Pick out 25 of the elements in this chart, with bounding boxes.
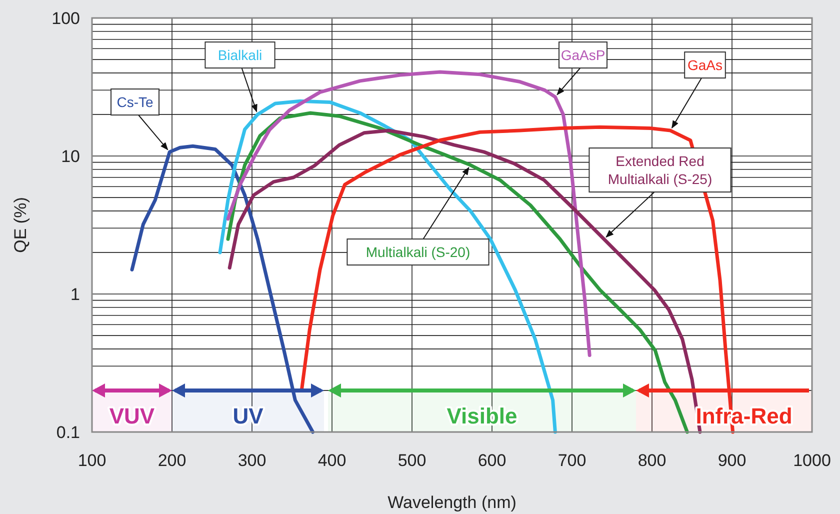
x-tick-label: 900 bbox=[718, 451, 746, 470]
y-tick-label: 0.1 bbox=[56, 423, 80, 442]
line-series bbox=[218, 99, 557, 434]
text: GaAsP bbox=[560, 47, 606, 63]
x-tick-label: 1000 bbox=[793, 451, 831, 470]
x-tick-label: 400 bbox=[318, 451, 346, 470]
text: Cs-Te bbox=[116, 94, 154, 110]
x-tick-label: 600 bbox=[478, 451, 506, 470]
x-tick-label: 500 bbox=[398, 451, 426, 470]
text: GaAs bbox=[687, 57, 723, 73]
x-axis-title: Wavelength (nm) bbox=[388, 493, 516, 512]
y-tick-label: 100 bbox=[52, 9, 80, 28]
band-label: VUV bbox=[109, 403, 155, 428]
x-tick-label: 200 bbox=[158, 451, 186, 470]
x-tick-label: 100 bbox=[78, 451, 106, 470]
y-tick-label: 10 bbox=[61, 147, 80, 166]
x-tick-label: 300 bbox=[238, 451, 266, 470]
text: Extended Red Multialkali (S-25) bbox=[608, 153, 712, 187]
x-tick-label: 800 bbox=[638, 451, 666, 470]
text: Multialkali (S-20) bbox=[366, 244, 470, 260]
line-series bbox=[226, 70, 592, 357]
text: Bialkali bbox=[218, 47, 262, 63]
x-tick-label: 700 bbox=[558, 451, 586, 470]
y-tick-label: 1 bbox=[70, 285, 80, 304]
y-axis-title: QE (%) bbox=[11, 197, 30, 253]
